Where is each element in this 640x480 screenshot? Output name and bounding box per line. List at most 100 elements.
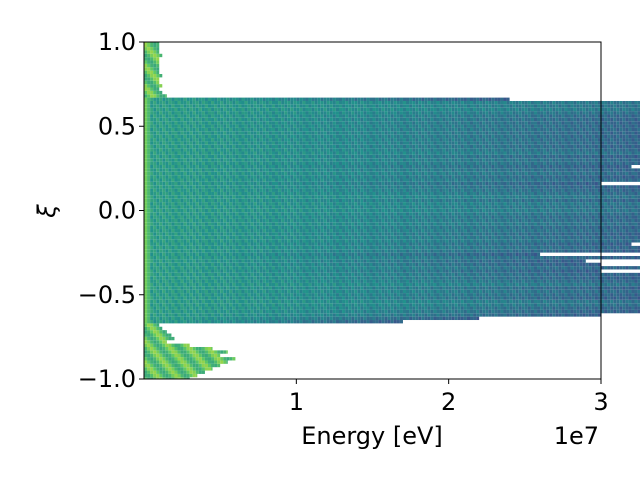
heatmap-cell	[570, 293, 574, 297]
heatmap-cell	[147, 299, 151, 304]
heatmap-cell	[183, 350, 187, 354]
heatmap-cell	[366, 232, 370, 236]
heatmap-cell	[463, 282, 467, 287]
heatmap-cell	[320, 272, 324, 277]
heatmap-cell	[351, 286, 355, 290]
heatmap-cell	[457, 256, 461, 260]
heatmap-cell	[543, 269, 547, 273]
heatmap-cell	[320, 276, 324, 280]
heatmap-cell	[418, 313, 422, 317]
heatmap-cell	[165, 309, 169, 314]
heatmap-cell	[524, 272, 528, 277]
heatmap-cell	[207, 346, 212, 351]
heatmap-cell	[369, 266, 373, 270]
heatmap-cell	[345, 266, 349, 270]
heatmap-cell	[183, 293, 187, 297]
heatmap-cell	[284, 256, 288, 260]
heatmap-cell	[302, 276, 306, 280]
heatmap-cell	[418, 293, 422, 297]
heatmap-cell	[214, 306, 218, 310]
heatmap-cell	[594, 232, 598, 236]
heatmap-cell	[351, 229, 355, 233]
heatmap-cell	[497, 293, 501, 297]
heatmap-cell	[506, 286, 510, 290]
heatmap-cell	[372, 282, 376, 287]
heatmap-cell	[253, 313, 257, 317]
heatmap-cell	[214, 313, 218, 317]
heatmap-cell	[171, 350, 175, 354]
heatmap-cell	[399, 313, 403, 317]
heatmap-cell	[342, 252, 346, 256]
heatmap-cell	[314, 316, 318, 321]
heatmap-cell	[479, 232, 483, 236]
heatmap-cell	[211, 353, 215, 358]
heatmap-cell	[558, 282, 562, 287]
heatmap-cell	[396, 316, 400, 321]
heatmap-cell	[204, 286, 208, 290]
heatmap-cell	[168, 363, 172, 368]
heatmap-cell	[564, 276, 568, 280]
heatmap-cell	[335, 239, 339, 243]
heatmap-cell	[198, 370, 202, 374]
heatmap-cell	[372, 269, 376, 273]
heatmap-cell	[515, 279, 519, 283]
heatmap-cell	[232, 296, 236, 300]
heatmap-cell	[601, 242, 605, 246]
heatmap-cell	[192, 316, 196, 321]
heatmap-cell	[159, 249, 163, 253]
heatmap-cell	[253, 262, 257, 267]
heatmap-cell	[604, 232, 608, 236]
heatmap-cell	[573, 235, 577, 240]
heatmap-cell	[406, 289, 410, 294]
heatmap-cell	[235, 303, 239, 307]
heatmap-cell	[342, 282, 346, 287]
heatmap-cell	[332, 262, 336, 267]
heatmap-cell	[156, 256, 160, 260]
heatmap-cell	[144, 272, 148, 277]
heatmap-cell	[348, 282, 352, 287]
heatmap-cell	[533, 252, 538, 256]
heatmap-cell	[195, 232, 199, 236]
heatmap-cell	[567, 286, 571, 290]
heatmap-cell	[594, 262, 598, 267]
heatmap-cell	[375, 289, 379, 294]
heatmap-cell	[238, 293, 242, 297]
heatmap-cell	[558, 245, 562, 250]
heatmap-cell	[214, 235, 218, 240]
heatmap-cell	[201, 245, 205, 250]
heatmap-cell	[244, 249, 248, 253]
heatmap-cell	[366, 309, 370, 314]
heatmap-cell	[628, 289, 632, 294]
heatmap-cell	[299, 229, 303, 233]
heatmap-cell	[424, 249, 428, 253]
heatmap-cell	[308, 303, 312, 307]
heatmap-cell	[512, 296, 516, 300]
heatmap-cell	[278, 306, 282, 310]
heatmap-cell	[585, 306, 589, 310]
heatmap-cell	[594, 249, 598, 253]
heatmap-cell	[482, 242, 486, 246]
heatmap-cell	[406, 245, 410, 250]
heatmap-cell	[207, 320, 212, 324]
heatmap-cell	[302, 313, 306, 317]
heatmap-cell	[454, 286, 458, 290]
heatmap-cell	[555, 286, 559, 290]
heatmap-cell	[506, 249, 510, 253]
heatmap-cell	[180, 346, 184, 351]
heatmap-cell	[247, 239, 251, 243]
heatmap-cell	[396, 279, 400, 283]
heatmap-cell	[494, 249, 498, 253]
heatmap-cell	[634, 256, 638, 260]
heatmap-cell	[296, 272, 300, 277]
heatmap-cell	[156, 242, 160, 246]
heatmap-cell	[342, 303, 346, 307]
heatmap-cell	[597, 279, 601, 283]
heatmap-cell	[278, 229, 282, 233]
heatmap-cell	[442, 309, 446, 314]
heatmap-cell	[631, 289, 635, 294]
heatmap-cell	[299, 256, 303, 260]
heatmap-cell	[305, 299, 309, 304]
heatmap-cell	[396, 309, 400, 314]
heatmap-cell	[619, 286, 623, 290]
heatmap-cell	[491, 293, 495, 297]
